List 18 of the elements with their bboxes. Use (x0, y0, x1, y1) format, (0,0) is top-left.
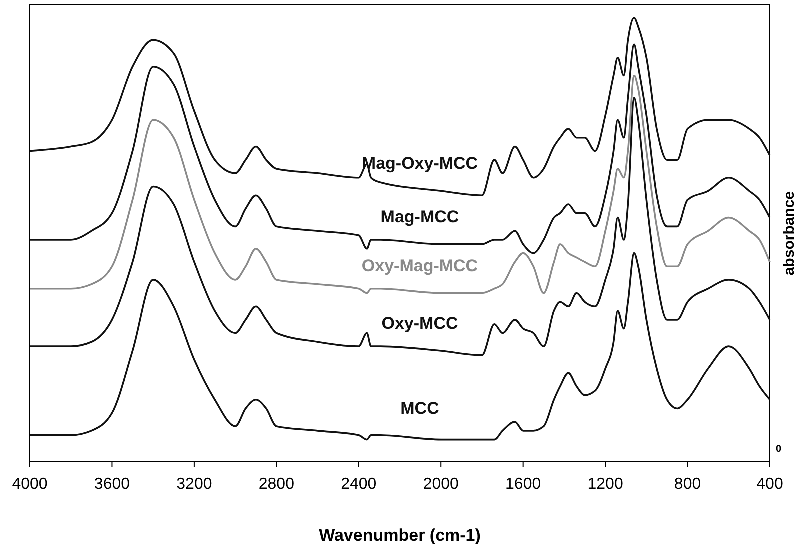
x-tick-label: 2400 (341, 476, 377, 494)
x-tick-label: 1200 (588, 476, 624, 494)
x-tick-label: 2000 (423, 476, 460, 494)
x-axis-title: Wavenumber (cm-1) (319, 526, 481, 545)
y-axis-title: absorbance (781, 191, 798, 276)
x-tick-label: 400 (756, 476, 784, 494)
series-label: Mag-Oxy-MCC (362, 154, 478, 174)
x-tick-label: 4000 (12, 476, 48, 494)
series-label: Mag-MCC (380, 207, 460, 226)
series-label: MCC (400, 398, 440, 418)
x-tick-label: 3200 (176, 476, 212, 494)
x-tick-label: 3600 (94, 476, 130, 494)
series-label: Oxy-MCC (382, 314, 458, 333)
x-tick-label: 1600 (506, 476, 542, 494)
x-tick-label: 800 (674, 476, 702, 494)
x-tick-label: 2800 (258, 476, 295, 494)
text: 0 (776, 444, 782, 455)
series-label: Oxy-Mag-MCC (362, 256, 478, 276)
